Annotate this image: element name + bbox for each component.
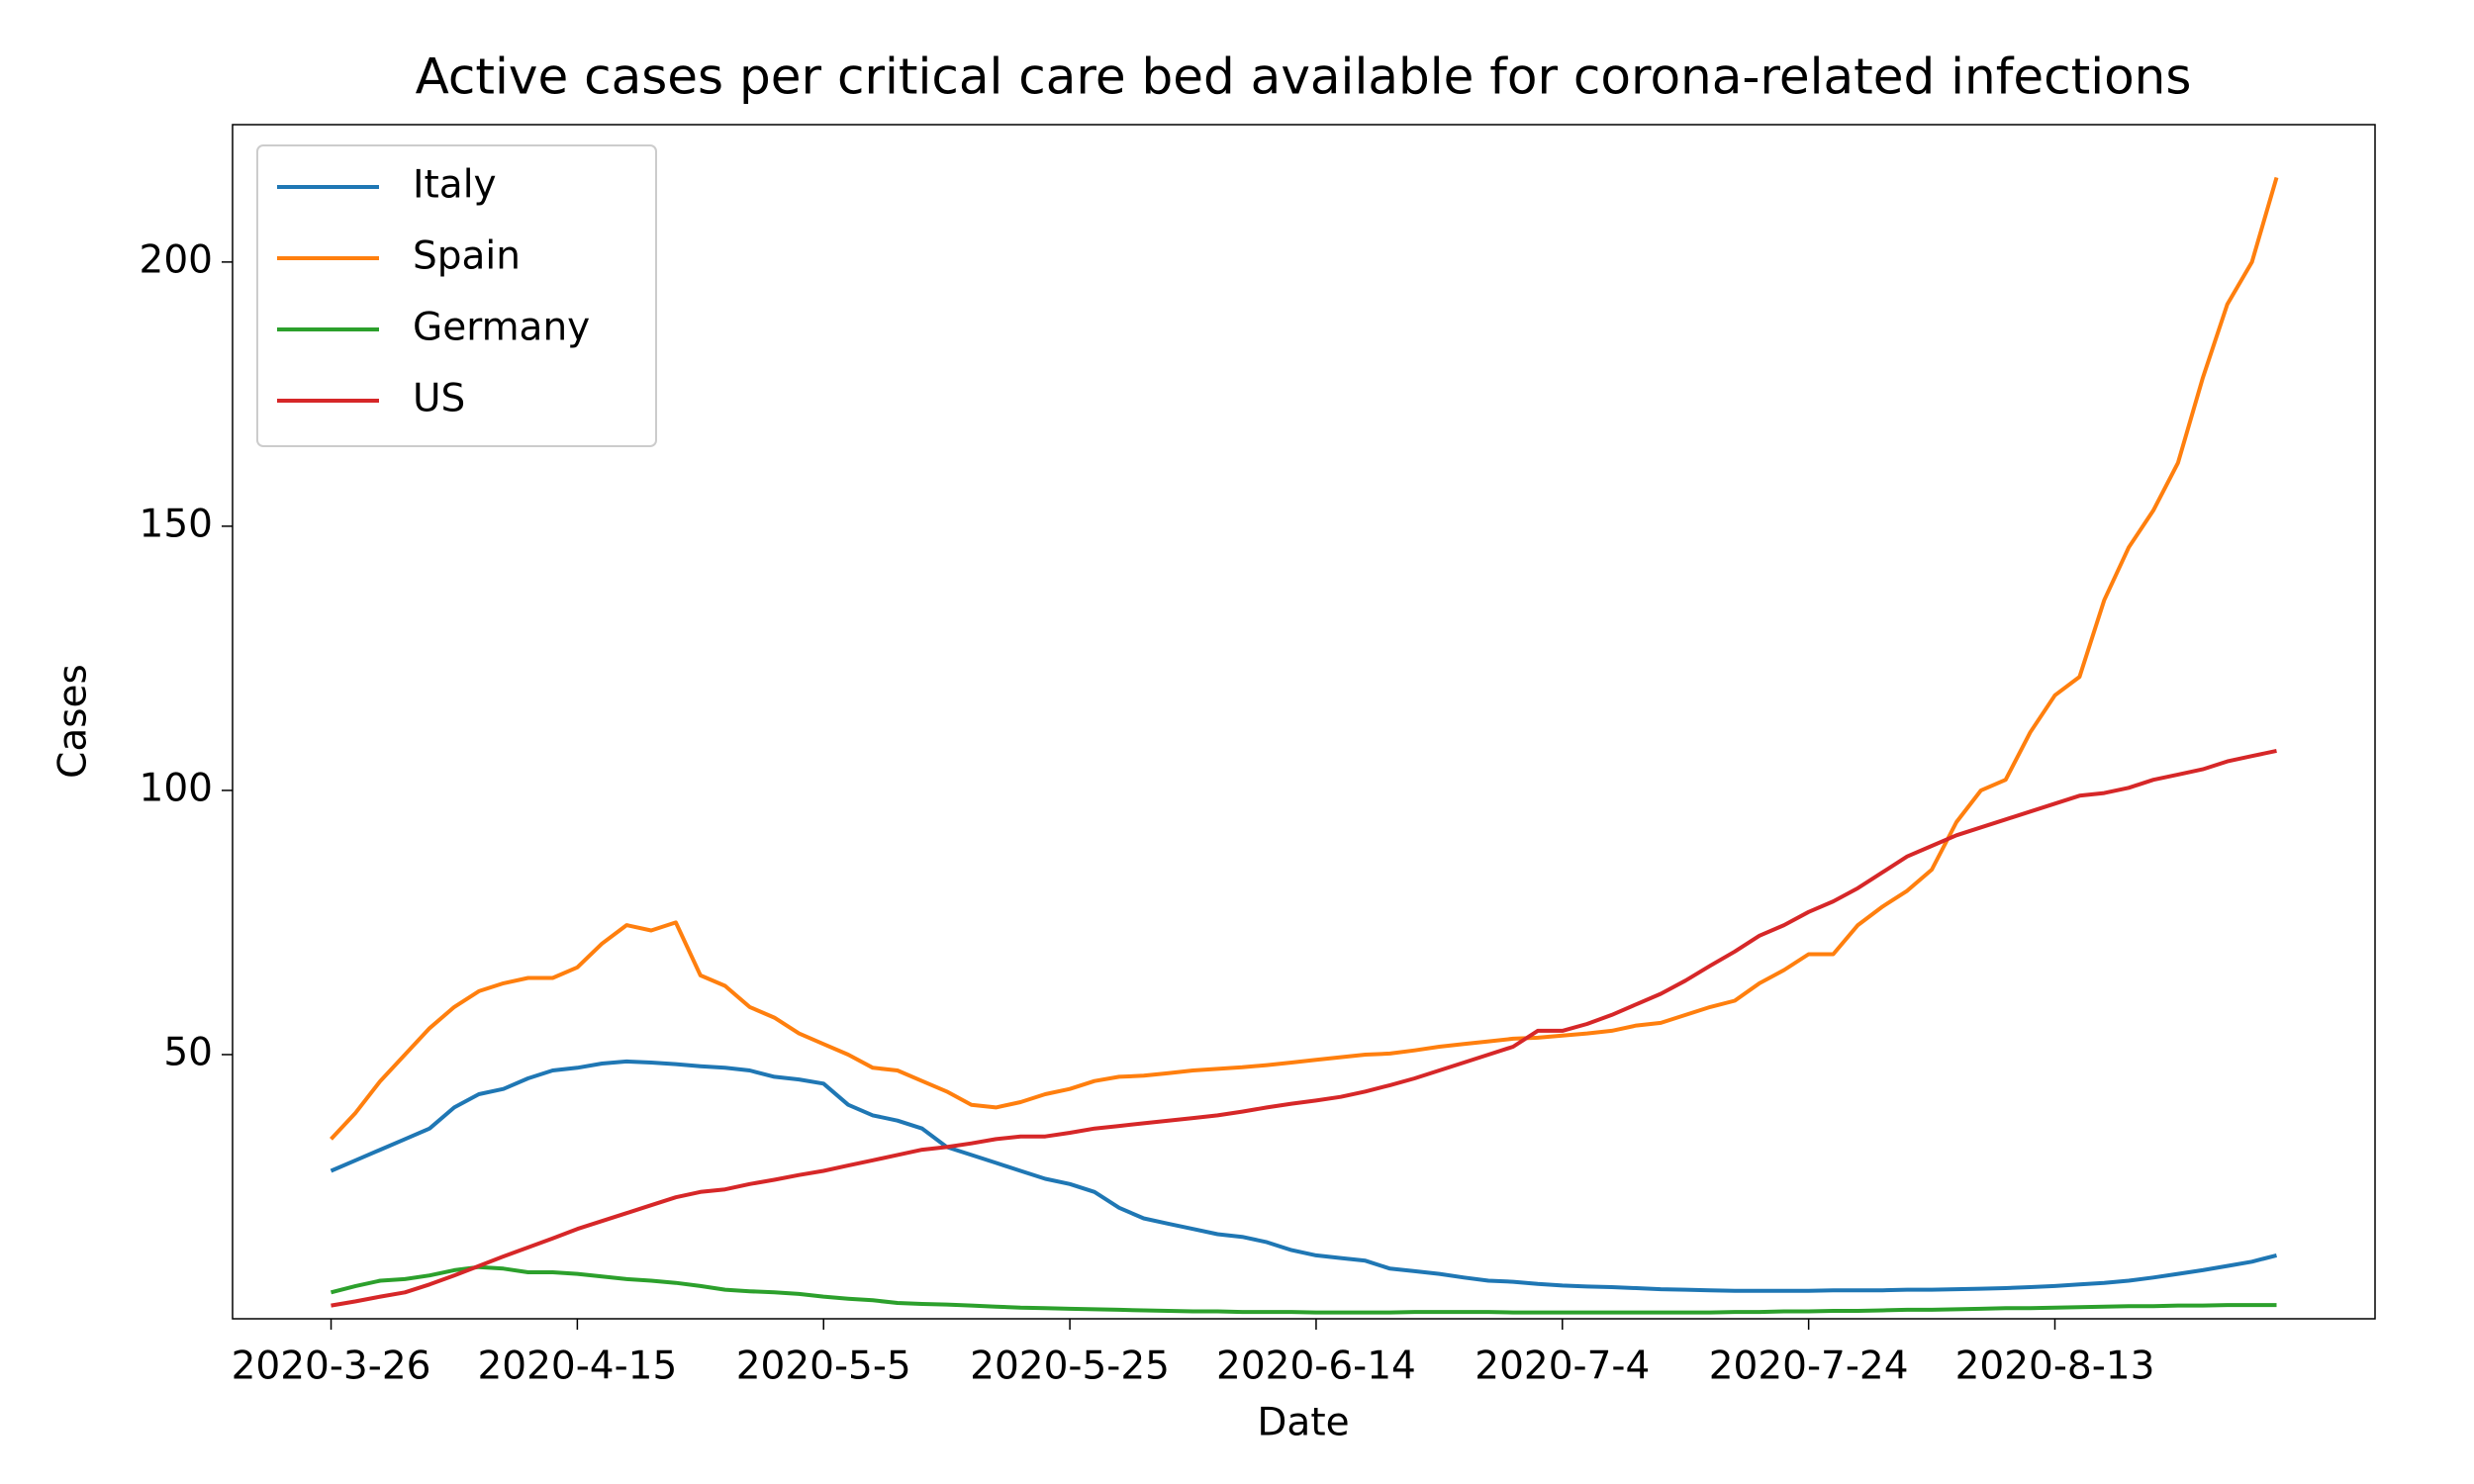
series-line: [331, 1264, 2277, 1315]
y-tick-label: 100: [140, 766, 213, 810]
legend-label: US: [413, 377, 465, 421]
y-axis-label: Cases: [51, 664, 96, 779]
series-line: [331, 748, 2277, 1308]
x-tick-label: 2020-4-15: [477, 1345, 677, 1389]
x-tick-label: 2020-6-14: [1216, 1345, 1416, 1389]
x-tick-label: 2020-5-5: [736, 1345, 911, 1389]
x-tick-label: 2020-7-4: [1475, 1345, 1650, 1389]
legend-label: Germany: [413, 306, 590, 350]
x-tick-label: 2020-8-13: [1955, 1345, 2155, 1389]
x-axis-label: Date: [1257, 1401, 1349, 1445]
legend-label: Italy: [413, 163, 497, 208]
y-tick-label: 200: [140, 237, 213, 282]
x-tick-label: 2020-5-25: [970, 1345, 1170, 1389]
legend-box: [256, 144, 657, 447]
x-tick-label: 2020-3-26: [232, 1345, 431, 1389]
x-tick-label: 2020-7-24: [1709, 1345, 1909, 1389]
series-line: [330, 176, 2279, 1141]
y-tick-label: 150: [140, 502, 213, 546]
legend-label: Spain: [413, 234, 521, 279]
chart-title: Active cases per critical care bed avail…: [416, 48, 2192, 106]
y-tick-label: 50: [163, 1030, 213, 1074]
series-line: [330, 1059, 2277, 1293]
plot-frame: [232, 124, 2376, 1320]
